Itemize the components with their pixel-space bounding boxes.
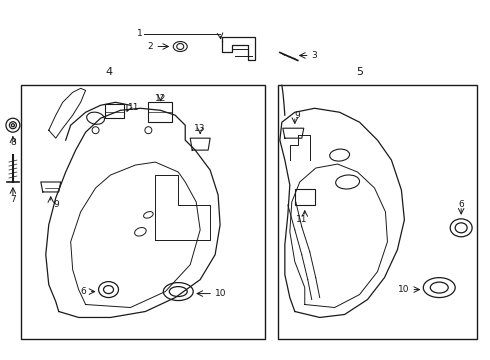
Ellipse shape (423, 278, 455, 298)
Text: 6: 6 (81, 287, 87, 296)
Text: 3: 3 (312, 51, 318, 60)
Text: 10: 10 (398, 285, 409, 294)
Text: 4: 4 (105, 67, 112, 77)
Ellipse shape (163, 283, 193, 301)
Ellipse shape (87, 112, 104, 124)
Bar (21, 85, 265, 339)
Ellipse shape (430, 282, 448, 293)
Text: 5: 5 (356, 67, 363, 77)
Bar (278, 85, 477, 339)
Text: 10: 10 (215, 289, 226, 298)
Text: 11: 11 (128, 103, 140, 112)
Text: 8: 8 (10, 138, 16, 147)
Text: 1: 1 (137, 29, 143, 38)
Ellipse shape (92, 127, 99, 134)
Ellipse shape (169, 287, 187, 297)
Ellipse shape (98, 282, 119, 298)
Text: 9: 9 (54, 201, 60, 210)
Ellipse shape (145, 127, 152, 134)
Ellipse shape (6, 118, 20, 132)
Ellipse shape (177, 44, 184, 50)
Ellipse shape (336, 175, 360, 189)
Text: 11: 11 (296, 215, 308, 224)
Text: 12: 12 (155, 94, 166, 103)
Ellipse shape (455, 223, 467, 233)
Ellipse shape (11, 124, 14, 127)
Bar (295, 189, 315, 205)
Ellipse shape (9, 122, 16, 129)
Ellipse shape (173, 41, 187, 51)
Text: 7: 7 (10, 195, 16, 204)
Text: 6: 6 (458, 201, 464, 210)
Ellipse shape (450, 219, 472, 237)
Text: 2: 2 (147, 42, 153, 51)
Bar (104, 104, 124, 118)
Text: 9: 9 (294, 111, 300, 120)
Ellipse shape (144, 212, 153, 218)
Bar (148, 102, 172, 122)
Text: 13: 13 (195, 124, 206, 133)
Ellipse shape (330, 149, 349, 161)
Ellipse shape (103, 285, 114, 293)
Ellipse shape (135, 228, 146, 236)
